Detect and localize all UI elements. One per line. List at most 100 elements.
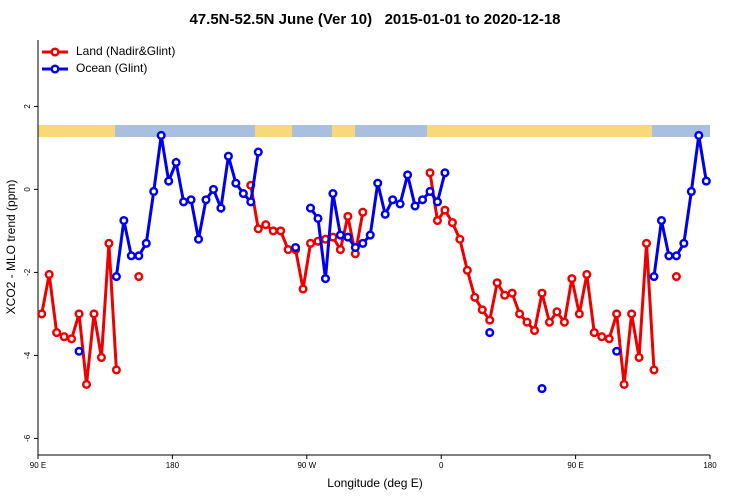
y-axis-label: XCO2 - MLO trend (ppm): [4, 180, 18, 315]
band-ocean: [355, 125, 427, 137]
data-point: [671, 272, 681, 282]
data-point: [343, 211, 353, 221]
data-point: [582, 269, 592, 280]
data-point: [193, 234, 204, 244]
data-point: [567, 274, 577, 284]
data-point: [701, 176, 711, 186]
data-point: [485, 315, 495, 325]
legend-label: Land (Nadir&Glint): [76, 44, 175, 58]
data-point: [485, 328, 495, 338]
data-point: [186, 195, 196, 205]
data-point: [507, 288, 517, 298]
data-point: [74, 346, 84, 356]
x-tick-label: 90 E: [567, 461, 583, 470]
data-point: [328, 189, 338, 199]
data-point: [649, 365, 659, 375]
data-point: [634, 352, 644, 363]
x-tick-label: 180: [703, 461, 717, 470]
data-point: [305, 238, 316, 248]
band-ocean: [292, 125, 332, 137]
data-point: [358, 238, 368, 248]
data-point: [179, 197, 189, 207]
data-point: [425, 186, 435, 197]
data-point: [111, 365, 121, 375]
data-point: [417, 195, 428, 205]
data-point: [462, 265, 472, 275]
data-point: [559, 317, 569, 327]
data-point: [134, 251, 144, 261]
data-point: [231, 178, 241, 188]
data-point: [380, 209, 390, 219]
data-point: [268, 226, 278, 236]
data-point: [694, 130, 704, 140]
y-tick-label: -2: [23, 268, 32, 276]
data-point: [134, 272, 144, 282]
data-point: [67, 334, 77, 344]
data-point: [291, 242, 301, 253]
data-point: [37, 309, 47, 319]
band-ocean: [115, 125, 255, 137]
data-point: [276, 226, 286, 236]
data-point: [119, 215, 129, 226]
data-point: [238, 189, 248, 199]
y-tick-label: 0: [23, 187, 32, 192]
data-point: [44, 269, 54, 280]
y-tick-label: -4: [23, 351, 32, 359]
data-point: [104, 238, 114, 248]
data-point: [537, 288, 547, 298]
data-point: [253, 147, 263, 157]
data-point: [388, 195, 398, 205]
x-tick-label: 90 E: [30, 461, 46, 470]
data-point: [246, 197, 256, 207]
data-point: [350, 242, 360, 253]
data-point: [515, 309, 525, 319]
data-point: [358, 207, 368, 217]
legend-marker: [50, 47, 60, 57]
data-point: [111, 272, 121, 282]
data-point: [171, 157, 181, 167]
data-point: [455, 234, 465, 244]
data-point: [81, 379, 92, 390]
data-point: [447, 218, 457, 228]
data-point: [89, 309, 99, 319]
data-point: [529, 325, 540, 336]
data-point: [164, 176, 174, 186]
data-point: [649, 272, 659, 282]
legend-marker: [50, 64, 60, 74]
data-point: [522, 317, 532, 327]
chart-title: 47.5N-52.5N June (Ver 10) 2015-01-01 to …: [189, 11, 560, 28]
data-point: [253, 224, 263, 234]
data-point: [664, 251, 674, 261]
x-tick-label: 0: [439, 461, 444, 470]
data-point: [216, 203, 226, 213]
data-point: [679, 238, 689, 248]
data-point: [305, 203, 316, 213]
data-point: [298, 284, 308, 294]
data-point: [74, 309, 84, 319]
data-point: [537, 384, 547, 394]
data-point: [126, 251, 136, 261]
data-point: [283, 245, 293, 255]
x-tick-label: 90 W: [297, 461, 316, 470]
data-point: [313, 213, 323, 223]
data-point: [335, 245, 345, 255]
data-point: [208, 184, 219, 194]
data-point: [612, 309, 622, 319]
data-point: [261, 220, 271, 230]
data-point: [656, 215, 667, 226]
data-point: [432, 197, 443, 207]
data-point: [141, 238, 151, 248]
data-point: [149, 186, 159, 197]
data-point: [52, 328, 62, 338]
data-point: [440, 205, 450, 215]
data-point: [552, 307, 562, 317]
legend-label: Ocean (Glint): [76, 61, 147, 75]
data-point: [641, 238, 652, 248]
data-point: [597, 332, 607, 342]
data-point: [373, 178, 383, 188]
y-tick-label: 2: [23, 104, 32, 109]
data-point: [201, 195, 211, 205]
data-point: [619, 379, 629, 390]
data-point: [59, 332, 69, 342]
data-point: [425, 168, 435, 178]
